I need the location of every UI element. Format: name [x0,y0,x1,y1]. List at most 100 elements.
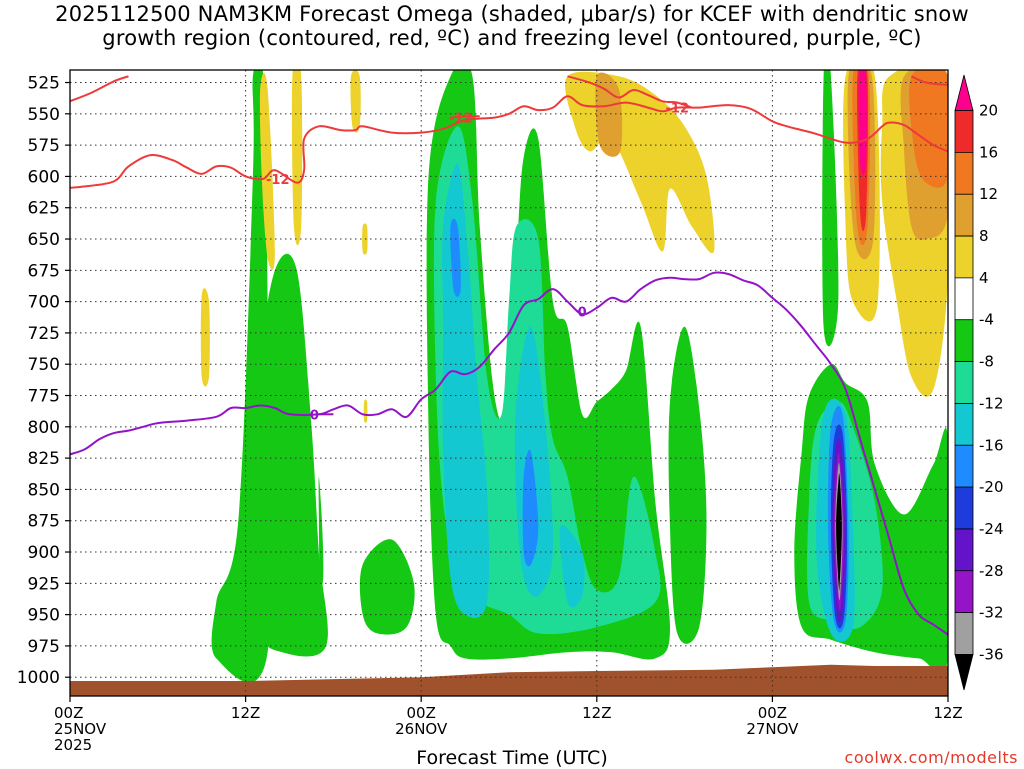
colorbar-swatch-8 [954,403,974,446]
contour-label-2: -12 [666,102,690,117]
omega-region-4-22 [259,72,275,270]
omega-region-neg4-1 [211,70,272,683]
omega-region-4-27 [350,70,361,133]
contour-layer: -12 -12 -12 0 0 [70,75,948,636]
y-tick-label-800: 800 [28,418,60,438]
colorbar-label-0: 20 [979,102,998,120]
omega-region-neg16-15 [522,449,539,567]
colorbar-swatch-11 [954,528,974,572]
colorbar-swatch-1 [954,110,974,153]
contour-line-neg12-1 [70,95,948,189]
x-tick-label-48-1: 27NOV [746,720,799,738]
y-tick-label-875: 875 [28,512,60,532]
omega-region-12-34 [909,70,948,188]
colorbar-swatch-12 [954,570,974,614]
omega-region-neg4-2 [311,476,324,628]
chart-title-line2: growth region (contoured, red, ºC) and f… [102,26,922,50]
colorbar-label-11: -28 [979,562,1004,580]
y-tick-label-575: 575 [28,136,60,156]
omega-region-neg4-0 [259,253,328,657]
colorbar-swatch-5 [954,277,974,321]
y-tick-label-550: 550 [28,105,60,125]
x-tick-label-36-0: 12Z [582,704,611,722]
omega-region-4-23 [291,70,303,246]
omega-region-neg4-5 [668,326,707,644]
y-tick-label-775: 775 [28,387,60,407]
chart-title-line1: 2025112500 NAM3KM Forecast Omega (shaded… [55,2,969,26]
omega-region-neg4-3 [359,539,415,635]
y-tick-label-700: 700 [28,293,60,313]
chart-title: 2025112500 NAM3KM Forecast Omega (shaded… [0,2,1024,50]
omega-region-4-24 [200,288,210,387]
colorbar-swatch-13 [954,612,974,655]
x-tick-label-24-0: 00Z [407,704,436,722]
y-tick-label-750: 750 [28,355,60,375]
contour-line-0-5 [70,271,948,636]
y-tick-label-850: 850 [28,480,60,500]
contour-label-5: 0 [578,306,587,321]
colorbar: 20 16 12 8 4 -4 -8 -12 -16 -20 -24 -28 -32 -36 [954,74,1004,691]
colorbar-label-2: 12 [979,185,998,203]
colorbar-label-12: -32 [979,604,1004,622]
colorbar-label-7: -12 [979,394,1004,412]
y-tick-label-975: 975 [28,637,60,657]
omega-region-neg8-8 [433,126,661,635]
y-tick-label-525: 525 [28,74,60,94]
y-tick-label-925: 925 [28,574,60,594]
omega-region-neg12-12 [559,525,585,608]
contour-label-1: -12 [266,173,290,188]
colorbar-label-1: 16 [979,143,998,161]
y-tick-label-725: 725 [28,324,60,344]
colorbar-swatch-7 [954,361,974,404]
contour-line-neg12-0 [70,75,129,103]
contour-label-4: -12 [449,112,473,127]
colorbar-swatch-6 [954,319,974,362]
omega-region-8-31 [595,72,623,157]
colorbar-swatch-9 [954,444,974,488]
y-tick-label-825: 825 [28,449,60,469]
x-tick-label-24-1: 26NOV [395,720,448,738]
omega-region-4-25 [362,223,368,255]
x-tick-label-48-0: 00Z [758,704,787,722]
colorbar-label-3: 8 [979,227,989,245]
colorbar-swatch-2 [954,151,974,195]
terrain-fill [70,664,948,696]
y-tick-label-1000: 1000 [17,668,60,688]
colorbar-label-13: -36 [979,645,1004,663]
x-tick-label-0-0: 00Z [54,704,83,722]
colorbar-label-4: 4 [979,269,989,287]
omega-region-neg16-14 [450,218,461,297]
colorbar-swatch-10 [954,486,974,530]
terrain-layer [70,664,948,696]
y-tick-label-900: 900 [28,543,60,563]
colorbar-label-10: -24 [979,520,1004,538]
grid-layer [70,70,948,696]
x-tick-label-0-2: 2025 [54,736,92,754]
x-axis-label: Forecast Time (UTC) [416,747,608,769]
omega-region-20-37 [858,70,867,175]
omega-region-4-28 [565,71,715,254]
colorbar-label-5: -4 [979,311,994,329]
omega-region-4-26 [363,399,368,423]
y-tick-label-600: 600 [28,167,60,187]
colorbar-label-6: -8 [979,353,994,371]
colorbar-swatch-0 [954,74,974,111]
y-tick-label-625: 625 [28,199,60,219]
y-axis: 525 550 575 600 625 650 675 700 725 750 775 800 825 8… [17,74,70,688]
colorbar-label-9: -20 [979,478,1004,496]
colorbar-swatch-14 [954,654,974,691]
contour-line-neg12-3 [910,75,948,86]
site-credit: coolwx.com/modelts [844,748,1018,767]
y-tick-label-675: 675 [28,261,60,281]
contour-line-neg12-2 [567,75,693,109]
contour-label-6: 0 [310,408,319,423]
y-tick-label-650: 650 [28,230,60,250]
omega-region-neg36-21 [836,473,842,591]
y-tick-label-950: 950 [28,606,60,626]
x-tick-label-60-0: 12Z [933,704,962,722]
contour-line-neg12-4 [450,115,480,119]
colorbar-label-8: -16 [979,436,1004,454]
x-tick-label-0-1: 25NOV [54,720,107,738]
